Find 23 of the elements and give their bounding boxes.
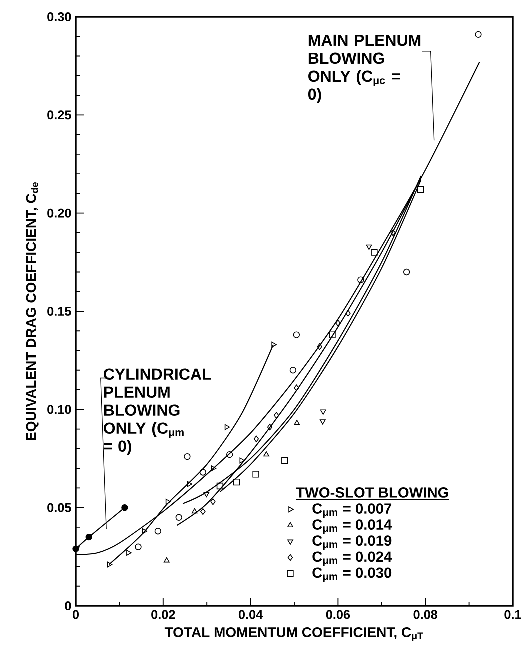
x-tick-label: 0.06 xyxy=(326,610,350,620)
x-tick-label: 0.04 xyxy=(238,610,264,620)
x-axis-title: TOTAL MOMENTUM COEFFICIENT, C$_{μT}$ xyxy=(164,628,424,642)
x-tick-label: 0.08 xyxy=(414,610,438,620)
y-tick-label: 0.25 xyxy=(48,110,72,120)
text: MAIN PLENUM BLOWING ONLY (C$_{μc}$ = 0) xyxy=(308,34,421,104)
legend-title: TWO-SLOT BLOWING xyxy=(296,488,448,498)
x-tick-label: 0.02 xyxy=(152,610,176,620)
legend-label: C$_{μm}$ = 0.014 xyxy=(312,520,392,534)
y-axis-title: EQUIVALENT DRAG COEFFICIENT, C$_{de}$ xyxy=(26,182,39,441)
y-tick-label: 0.30 xyxy=(48,12,72,22)
x-tick-label: 0.1 xyxy=(504,610,522,620)
y-tick-label: 0 xyxy=(65,602,72,610)
legend-label: C$_{μm}$ = 0.030 xyxy=(312,568,392,582)
x-tick-label: 0 xyxy=(72,610,79,620)
y-tick-label: 0.10 xyxy=(48,405,72,414)
y-tick-label: 0.05 xyxy=(48,503,72,512)
text: CYLINDRICAL PLENUM BLOWING ONLY (C$_{μm}$ = 0) xyxy=(104,368,212,456)
legend-label: C$_{μm}$ = 0.007 xyxy=(312,504,392,518)
y-tick-label: 0.15 xyxy=(48,307,72,316)
legend-label: C$_{μm}$ = 0.024 xyxy=(312,552,392,566)
legend-label: C$_{μm}$ = 0.019 xyxy=(312,536,392,550)
y-tick-label: 0.20 xyxy=(48,208,72,218)
